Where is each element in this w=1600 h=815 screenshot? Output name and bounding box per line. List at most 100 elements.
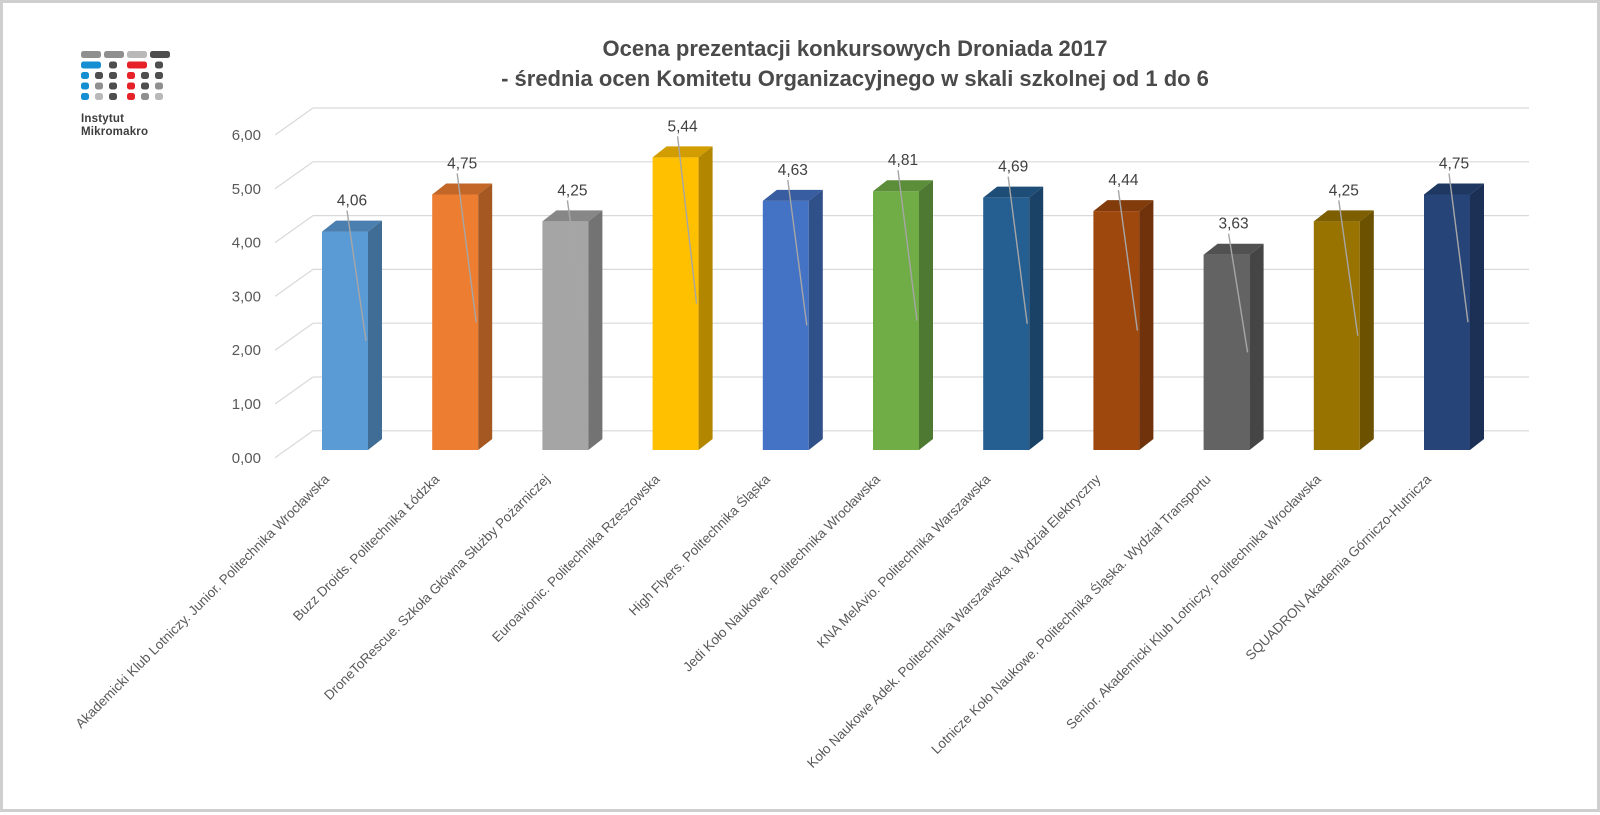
bar-side-face xyxy=(478,183,493,450)
bar-side-face xyxy=(1249,243,1264,450)
logo-dot xyxy=(127,61,147,69)
logo-dot xyxy=(155,61,163,69)
logo-dot xyxy=(155,72,163,79)
bar-side-face xyxy=(588,210,603,450)
logo-dot xyxy=(81,61,101,69)
bar-top-face xyxy=(1424,183,1484,195)
bar-value-label: 3,63 xyxy=(1219,216,1249,233)
data-label-leader-line xyxy=(456,173,477,323)
bar-value-label: 4,25 xyxy=(1329,182,1359,199)
logo-dot xyxy=(81,51,101,58)
bar-front-face xyxy=(873,191,919,451)
bar xyxy=(1093,200,1154,450)
y-axis-labels: 0,00 1,00 2,00 3,00 4,00 5,00 6,00 xyxy=(232,127,261,467)
bar-top-face xyxy=(762,189,823,201)
bar-side-face xyxy=(368,220,382,450)
chart-title: Ocena prezentacji konkursowych Droniada … xyxy=(143,34,1567,94)
bar xyxy=(1424,183,1484,450)
bar-side-face xyxy=(808,189,823,450)
y-tick-label: 2,00 xyxy=(232,342,261,359)
data-label-leader-line xyxy=(787,179,808,326)
gridline-depth-tick xyxy=(274,268,314,297)
value-labels: 4,06 4,75 4,25 5,44 4,63 4,81 4,69 4,44 3,63 4,25… xyxy=(337,118,1469,232)
logo-dot xyxy=(127,82,135,90)
logo-dot xyxy=(104,51,124,58)
logo-dot xyxy=(109,72,117,79)
bar-top-face xyxy=(1203,243,1264,255)
bar xyxy=(652,146,713,450)
bar-front-face xyxy=(983,197,1030,450)
chart-title-line-2: - średnia ocen Komitetu Organizacyjnego … xyxy=(501,66,1209,91)
bar-top-face xyxy=(432,183,493,195)
logo-text-line-2: Mikromakro xyxy=(81,126,149,138)
bar xyxy=(1313,210,1374,450)
gridline-depth-tick xyxy=(274,430,314,459)
logo-dot xyxy=(109,93,117,100)
logo-dot xyxy=(127,51,147,58)
logo-dot xyxy=(155,82,163,90)
y-tick-label: 1,00 xyxy=(232,396,261,413)
bar-side-face xyxy=(1029,186,1044,451)
bar-front-face xyxy=(542,221,589,450)
bar-value-label: 4,75 xyxy=(1439,155,1469,172)
logo-dot xyxy=(150,51,170,58)
bar-value-label: 4,25 xyxy=(557,182,587,199)
mikromakro-dots-icon xyxy=(81,51,170,100)
bar-front-face xyxy=(322,231,368,450)
logo-text-line-1: Instytut xyxy=(81,113,125,125)
y-tick-label: 4,00 xyxy=(232,235,261,252)
y-tick-label: 6,00 xyxy=(232,127,261,144)
bar xyxy=(542,210,603,450)
gridline-depth-tick xyxy=(274,161,314,190)
data-label-leader-line xyxy=(1007,176,1028,324)
bar-top-face xyxy=(1093,200,1154,212)
bar-front-face xyxy=(432,194,479,450)
bar xyxy=(322,220,382,450)
instytut-mikromakro-logo: Instytut Mikromakro xyxy=(81,51,191,139)
logo-dot xyxy=(95,72,103,79)
bar-value-label: 4,81 xyxy=(888,152,918,169)
bar xyxy=(762,189,823,450)
logo-dot xyxy=(95,93,103,100)
category-label: Senior. Akademicki Klub Lotniczy. Polite… xyxy=(1063,471,1324,732)
leader-lines xyxy=(346,136,1469,353)
bar-top-face xyxy=(1313,210,1374,222)
bar-front-face xyxy=(762,200,809,450)
gridline-depth-tick xyxy=(274,107,314,136)
category-labels: Akademicki Klub Lotniczy. Junior. Polite… xyxy=(73,471,1435,771)
data-label-leader-line xyxy=(676,136,698,304)
bar-front-face xyxy=(1203,254,1250,450)
bar-top-face xyxy=(983,186,1044,198)
bar-value-label: 4,69 xyxy=(998,159,1028,176)
logo-dot xyxy=(127,93,135,100)
data-label-leader-line xyxy=(566,200,588,336)
bar-front-face xyxy=(1313,221,1360,450)
y-tick-label: 0,00 xyxy=(232,450,261,467)
bar-side-face xyxy=(1139,200,1154,450)
logo-dot xyxy=(155,93,163,100)
bars xyxy=(322,146,1484,451)
logo-dot xyxy=(141,93,149,100)
logo-dot xyxy=(81,93,89,100)
bar-value-label: 5,44 xyxy=(668,118,699,135)
data-label-leader-line xyxy=(1117,190,1139,331)
gridline-depth-tick xyxy=(274,322,314,351)
bar-top-face xyxy=(322,220,382,232)
category-label: Akademicki Klub Lotniczy. Junior. Polite… xyxy=(73,471,333,731)
bar-side-face xyxy=(1470,183,1484,450)
logo-dot xyxy=(141,72,149,79)
data-label-leader-line xyxy=(1448,173,1469,323)
bar xyxy=(1203,243,1264,450)
bar-side-face xyxy=(1359,210,1374,450)
bar-side-face xyxy=(919,180,933,451)
gridline-depth-tick xyxy=(274,215,314,244)
logo-dot xyxy=(127,72,135,79)
y-tick-label: 5,00 xyxy=(232,181,261,198)
bar-chart: 0,00 1,00 2,00 3,00 4,00 5,00 6,00 4,06 4,75 4,25… xyxy=(73,107,1529,771)
bar-front-face xyxy=(652,157,699,450)
bar-top-face xyxy=(542,210,603,222)
bar xyxy=(983,186,1044,451)
logo-dot xyxy=(109,82,117,90)
bar-value-label: 4,75 xyxy=(447,155,477,172)
chart-title-line-1: Ocena prezentacji konkursowych Droniada … xyxy=(602,36,1108,61)
